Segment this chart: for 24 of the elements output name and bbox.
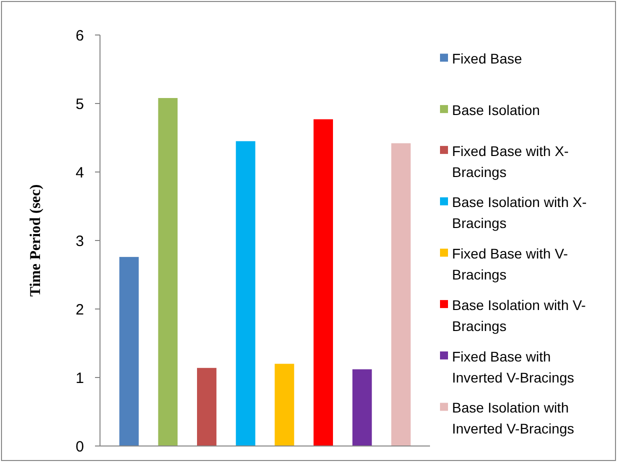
y-tick-label: 3 [76, 232, 84, 250]
legend-label: Fixed Base [452, 50, 522, 67]
bar [158, 98, 178, 446]
legend-label: Base Isolation with X-Bracings [452, 194, 587, 232]
bar [236, 141, 256, 446]
legend-label: Base Isolation with V-Bracings [452, 296, 586, 334]
y-axis-title: Time Period (sec) [28, 184, 44, 297]
y-tick-label: 1 [76, 370, 84, 387]
y-tick-label: 4 [76, 164, 84, 182]
legend-label: Base Isolation [452, 102, 540, 118]
y-tick-label: 5 [76, 96, 84, 113]
bar [274, 364, 294, 446]
y-tick-label: 2 [76, 301, 84, 318]
bar [391, 143, 411, 446]
y-tick-label: 6 [76, 27, 84, 44]
legend-label: Base Isolation with Inverted V-Bracings [452, 400, 574, 437]
legend-label: Fixed Base with X-Bracings [452, 142, 570, 180]
bar [119, 256, 139, 446]
bar [352, 369, 372, 446]
bar [314, 119, 333, 446]
y-tick-label: 0 [76, 438, 84, 456]
bar [197, 368, 216, 446]
legend-label: Fixed Base with V-Bracings [452, 246, 568, 283]
legend-label: Fixed Base with Inverted V-Bracings [452, 348, 574, 386]
